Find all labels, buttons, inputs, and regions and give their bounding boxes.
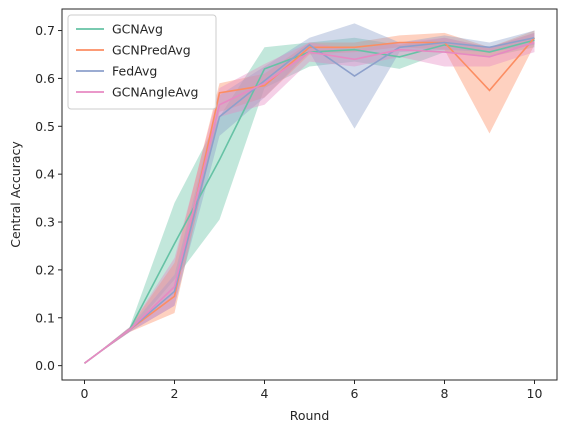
- y-tick-label: 0.7: [35, 23, 55, 38]
- line-fedavg: [84, 36, 535, 364]
- x-tick-label: 0: [81, 386, 89, 401]
- legend-label-gcnangleavg: GCNAngleAvg: [112, 85, 199, 100]
- series-lines: [84, 36, 536, 364]
- x-tick-label: 4: [261, 386, 269, 401]
- x-tick-label: 6: [351, 386, 359, 401]
- y-tick-label: 0.1: [35, 310, 55, 325]
- plot-frame: [61, 8, 558, 381]
- legend: GCNAvg GCNPredAvg FedAvg GCNAngleAvg: [67, 14, 217, 110]
- y-tick-label: 0.5: [35, 119, 55, 134]
- legend-label-gcnpredavg: GCNPredAvg: [112, 43, 191, 58]
- legend-box: [67, 14, 217, 110]
- y-axis-label: Central Accuracy: [8, 141, 23, 248]
- legend-label-fedavg: FedAvg: [112, 64, 157, 79]
- x-axis-ticks: 0 2 4 6 8 10: [81, 380, 543, 401]
- y-tick-label: 0.3: [35, 215, 55, 230]
- y-tick-label: 0.4: [35, 167, 55, 182]
- y-axis-ticks: 0.0 0.1 0.2 0.3 0.4 0.5 0.6 0.7: [35, 23, 62, 373]
- y-tick-label: 0.2: [35, 262, 55, 277]
- x-axis-label: Round: [290, 408, 330, 423]
- y-tick-label: 0.0: [35, 358, 55, 373]
- x-tick-label: 8: [441, 386, 449, 401]
- x-tick-label: 10: [527, 386, 543, 401]
- x-tick-label: 2: [171, 386, 179, 401]
- legend-label-gcnavg: GCNAvg: [112, 22, 163, 37]
- line-gcnangleavg: [84, 41, 535, 364]
- y-tick-label: 0.6: [35, 71, 55, 86]
- line-gcnpredavg: [84, 37, 536, 364]
